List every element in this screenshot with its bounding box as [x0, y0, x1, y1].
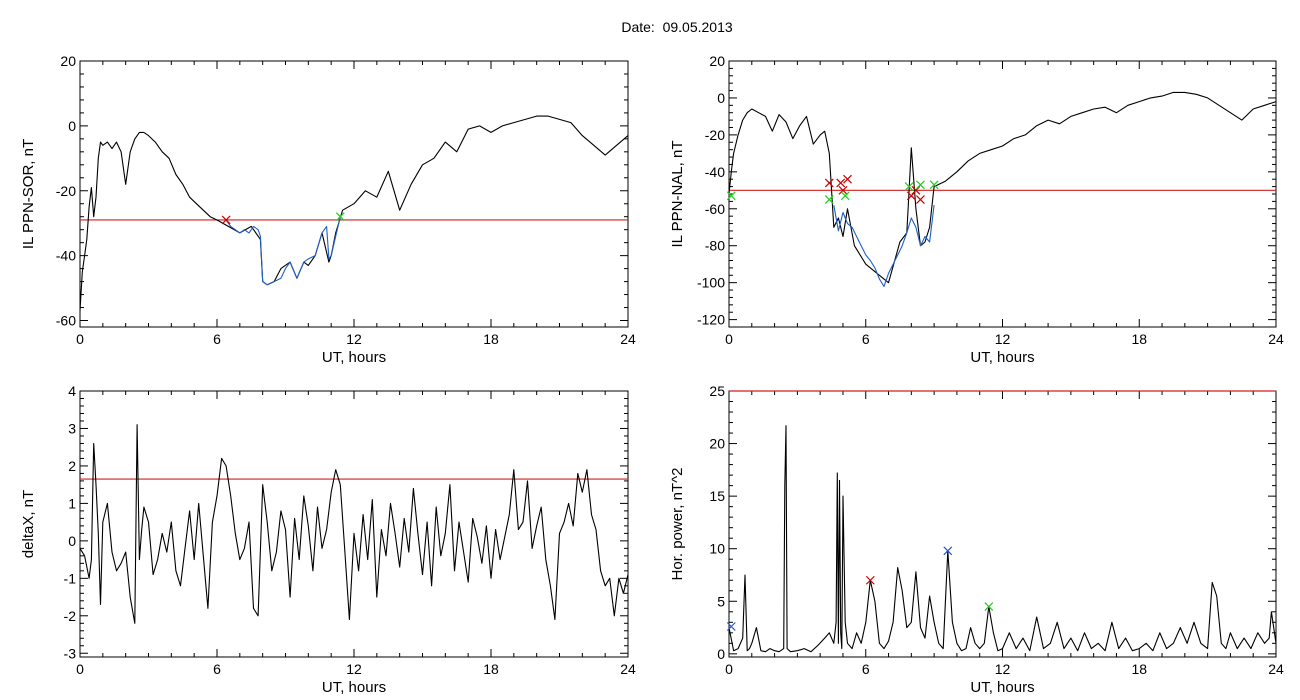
chart-nal-ytick-label: 20 — [709, 53, 725, 69]
chart-deltax-ytick-label: 4 — [68, 383, 76, 399]
chart-deltax-ytick-label: 3 — [68, 420, 76, 436]
chart-sor-ytick-label: -60 — [56, 313, 76, 329]
chart-deltax-xlabel: UT, hours — [322, 679, 386, 696]
chart-deltax-series-main — [79, 424, 629, 624]
chart-power-xlabel: UT, hours — [970, 679, 1034, 696]
chart-power-ylabel: Hor. power, nT^2 — [669, 468, 686, 581]
chart-sor-xtick-label: 12 — [346, 331, 362, 347]
chart-power-xtick-label: 18 — [1131, 661, 1147, 677]
chart-sor-ytick-label: 0 — [68, 118, 76, 134]
chart-sor-ytick-label: -20 — [56, 183, 76, 199]
chart-power-marker — [984, 602, 994, 611]
chart-sor-ylabel: IL PPN-SOR, nT — [20, 139, 37, 249]
chart-nal-ytick-label: -80 — [705, 238, 725, 254]
chart-power-series-main — [728, 425, 1277, 653]
chart-power-ytick-label: 25 — [709, 383, 725, 399]
chart-power: 0 6 12 18 24 0 5 10 15 20 25 UT, hours Hor. power, n… — [669, 383, 1284, 696]
chart-nal-ytick-label: -100 — [697, 275, 725, 291]
chart-power-xtick-label: 12 — [995, 661, 1011, 677]
chart-power-marker — [726, 622, 736, 631]
chart-power-ytick-label: 10 — [709, 541, 725, 557]
chart-sor-xtick-label: 0 — [76, 331, 84, 347]
chart-power-ytick-label: 0 — [717, 646, 725, 662]
chart-nal: 0 6 12 18 24 -120 -100 -80 -60 -40 -20 0 20 UT, hours… — [669, 53, 1284, 366]
chart-deltax-xtick-label: 0 — [76, 661, 84, 677]
chart-power-xtick-label: 0 — [725, 661, 733, 677]
chart-nal-marker — [904, 182, 914, 192]
chart-deltax-ytick-label: -2 — [64, 608, 77, 624]
chart-nal-frame — [728, 60, 1277, 328]
chart-nal-ytick-label: -20 — [705, 127, 725, 143]
chart-sor-ytick-label: -40 — [56, 248, 76, 264]
chart-power-marker — [865, 575, 875, 585]
chart-sor-marker — [335, 212, 345, 222]
chart-nal-xtick-label: 12 — [995, 331, 1011, 347]
chart-nal-ytick-label: -120 — [697, 312, 725, 328]
chart-nal-ytick-label: -60 — [705, 201, 725, 217]
chart-deltax-xtick-label: 6 — [213, 661, 221, 677]
chart-sor-xtick-label: 24 — [620, 331, 636, 347]
chart-power-marker — [943, 546, 953, 556]
chart-sor-marker — [221, 215, 231, 225]
chart-nal-series-main — [728, 91, 1277, 284]
chart-deltax-ytick-label: -1 — [64, 570, 77, 586]
chart-nal-xtick-label: 6 — [862, 331, 870, 347]
chart-sor-series-main — [79, 115, 629, 311]
chart-nal-marker — [906, 191, 916, 201]
chart-nal-marker — [843, 174, 852, 184]
chart-power-ytick-label: 15 — [709, 488, 725, 504]
chart-nal-ylabel: IL PPN-NAL, nT — [669, 141, 686, 248]
chart-nal-marker — [916, 195, 925, 204]
chart-sor-series-highlight — [225, 216, 341, 286]
chart-sor-xtick-label: 18 — [483, 331, 499, 347]
chart-nal-marker — [838, 185, 848, 195]
chart-deltax-xtick-label: 18 — [483, 661, 499, 677]
chart-nal-marker — [824, 178, 834, 188]
chart-nal-marker — [836, 178, 846, 188]
chart-power-xtick-label: 6 — [862, 661, 870, 677]
chart-power-ytick-label: 5 — [717, 593, 725, 609]
chart-deltax-xtick-label: 12 — [346, 661, 362, 677]
chart-sor-xlabel: UT, hours — [322, 349, 386, 366]
page-title: Date: 09.05.2013 — [621, 19, 733, 35]
chart-nal-ytick-label: -40 — [705, 164, 725, 180]
chart-nal-series-highlight — [833, 205, 935, 287]
chart-nal-marker — [929, 180, 939, 190]
chart-nal-ytick-label: 0 — [717, 90, 725, 106]
chart-nal-marker — [911, 185, 921, 195]
chart-deltax-ytick-label: -3 — [64, 645, 77, 661]
chart-power-xtick-label: 24 — [1268, 661, 1284, 677]
chart-nal-xtick-label: 0 — [725, 331, 733, 347]
chart-nal-marker — [726, 191, 736, 201]
chart-nal-xtick-label: 18 — [1131, 331, 1147, 347]
chart-nal-marker — [824, 195, 834, 204]
chart-sor-xtick-label: 6 — [213, 331, 221, 347]
chart-power-frame — [728, 390, 1277, 658]
chart-sor-frame — [79, 60, 629, 328]
chart-deltax-frame — [79, 390, 629, 658]
chart-deltax-ytick-label: 2 — [68, 458, 76, 474]
chart-nal-marker — [916, 180, 925, 190]
chart-power-ytick-label: 20 — [709, 436, 725, 452]
chart-deltax-ytick-label: 1 — [68, 495, 76, 511]
chart-deltax-ylabel: deltaX, nT — [20, 490, 37, 558]
chart-nal-marker — [840, 191, 850, 201]
chart-sor: 0 6 12 18 24 -60 -40 -20 0 20 UT, hours IL PPN-SOR,… — [20, 53, 636, 366]
chart-nal-xtick-label: 24 — [1268, 331, 1284, 347]
chart-sor-ytick-label: 20 — [60, 53, 76, 69]
chart-deltax-ytick-label: 0 — [68, 533, 76, 549]
chart-nal-xlabel: UT, hours — [970, 349, 1034, 366]
chart-deltax-xtick-label: 24 — [620, 661, 636, 677]
